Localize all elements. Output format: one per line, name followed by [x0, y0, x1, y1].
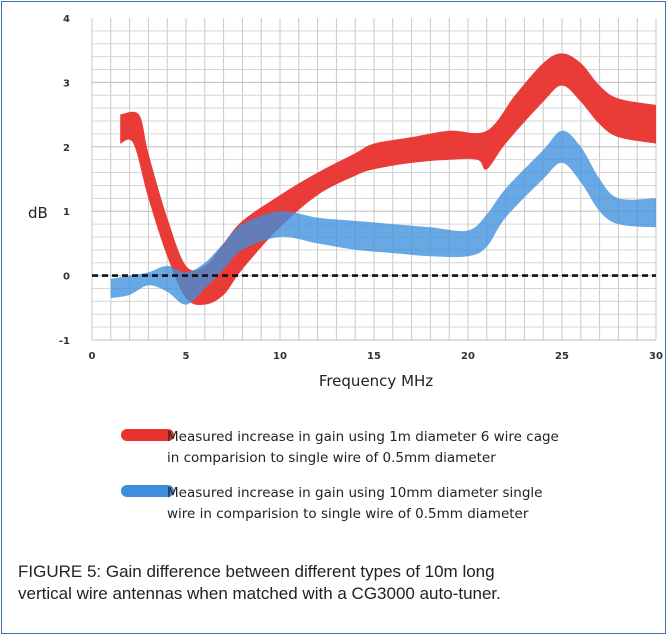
x-tick-label: 25 [555, 351, 569, 362]
x-tick-label: 0 [89, 351, 96, 362]
series-band-blue [110, 130, 657, 305]
figure-caption: FIGURE 5: Gain difference between differ… [18, 561, 658, 605]
x-tick-label: 15 [367, 351, 381, 362]
legend: Measured increase in gain using 1m diame… [121, 429, 559, 522]
legend-text: Measured increase in gain using 10mm dia… [167, 485, 542, 501]
chart: 0 5 10 15 20 25 30 -1 0 1 2 3 4 dB Frequency MHz Mea… [28, 14, 663, 522]
x-axis-label: Frequency MHz [319, 372, 433, 390]
y-tick-label: 3 [63, 78, 70, 89]
legend-text: Measured increase in gain using 1m diame… [167, 429, 559, 445]
legend-entry: Measured increase in gain using 10mm dia… [121, 485, 542, 522]
x-tick-label: 30 [649, 351, 663, 362]
y-tick-label: 4 [63, 14, 70, 25]
legend-entry: Measured increase in gain using 1m diame… [121, 429, 559, 466]
legend-text: in comparision to single wire of 0.5mm d… [167, 450, 496, 466]
x-tick-label: 20 [461, 351, 475, 362]
caption-line: FIGURE 5: Gain difference between differ… [18, 562, 495, 581]
y-tick-label: -1 [59, 336, 70, 347]
caption-line: vertical wire antennas when matched with… [18, 584, 501, 603]
y-axis-label: dB [28, 204, 48, 222]
data-bands [110, 53, 657, 305]
y-tick-label: 1 [63, 207, 70, 218]
y-tick-label: 2 [63, 143, 70, 154]
x-tick-label: 10 [273, 351, 287, 362]
x-tick-label: 5 [183, 351, 190, 362]
tick-labels: 0 5 10 15 20 25 30 -1 0 1 2 3 4 [59, 14, 663, 362]
y-tick-label: 0 [63, 272, 70, 283]
legend-text: wire in comparision to single wire of 0.… [167, 506, 529, 522]
